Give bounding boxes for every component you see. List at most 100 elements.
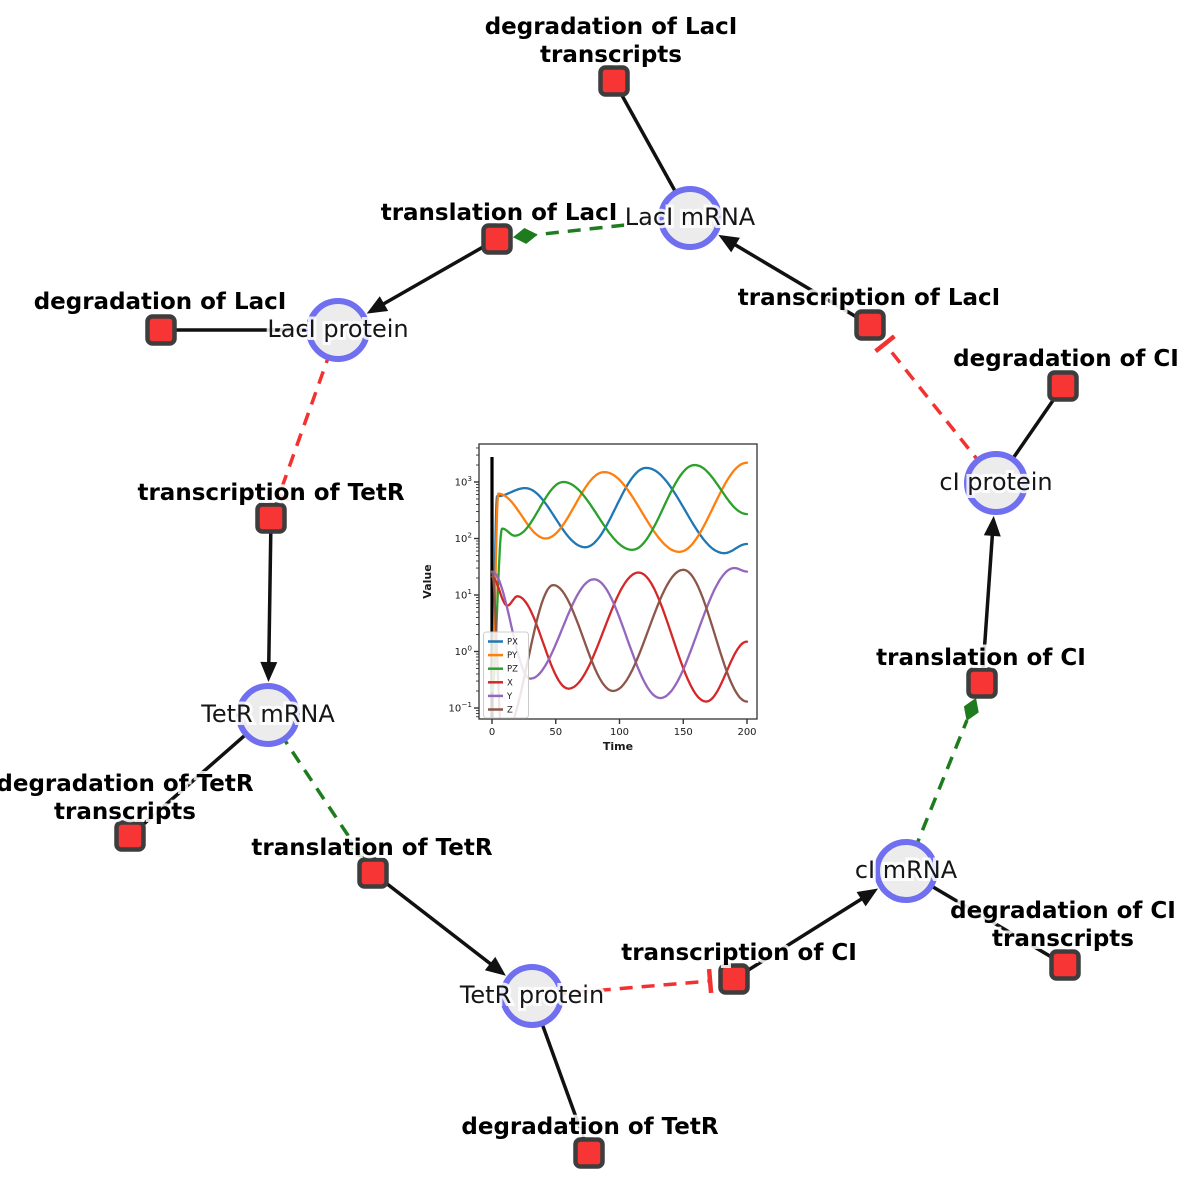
reaction-square-icon <box>1047 370 1079 402</box>
edge-transl-laci-to-laci-prot <box>366 237 498 314</box>
species-label-tetr-mrna: TetR mRNA <box>200 700 335 728</box>
x-tick-label: 100 <box>610 727 629 738</box>
reaction-label-transcr-ci: transcription of CI <box>621 940 857 966</box>
reaction-label-transl-tetr: translation of TetR <box>251 835 492 861</box>
edges-layer <box>128 80 1066 1154</box>
reaction-square-icon <box>966 667 998 699</box>
species-node-laci-mrna[interactable] <box>658 186 722 250</box>
legend-entry-PZ: PZ <box>488 665 518 675</box>
x-axis-label: Time <box>603 740 633 753</box>
reaction-square-icon <box>598 65 630 97</box>
arrowhead-icon <box>983 515 1001 537</box>
reaction-square-icon <box>573 1137 605 1169</box>
production-edge <box>732 242 871 327</box>
reaction-node-deg-tetr-tr[interactable] <box>114 820 146 852</box>
inhibition-bar-icon <box>266 489 292 502</box>
series-Z-line <box>490 568 749 719</box>
species-node-ci-prot[interactable] <box>964 451 1028 515</box>
arrowhead-icon <box>366 296 389 314</box>
reaction-node-transl-laci[interactable] <box>481 223 513 255</box>
axes-spines <box>478 443 758 720</box>
edge-transl-ci-to-ci-prot <box>980 515 1001 684</box>
legend-label-PY: PY <box>507 651 518 661</box>
reaction-square-icon <box>255 502 287 534</box>
legend-label-X: X <box>507 678 513 688</box>
reaction-label-deg-ci: degradation of CI <box>953 346 1179 372</box>
legend-entry-PY: PY <box>488 651 518 661</box>
reaction-square-icon <box>357 857 389 889</box>
reaction-square-icon <box>718 963 750 995</box>
species-circle-icon <box>658 186 722 250</box>
reaction-label-transcr-tetr: transcription of TetR <box>137 480 404 506</box>
y-tick-label: 102 <box>455 531 472 546</box>
edge-transcr-tetr-to-tetr-mrna <box>260 517 278 683</box>
reaction-label-transl-ci: translation of CI <box>876 645 1086 671</box>
legend: PX PY PZ XYZ <box>483 631 529 719</box>
species-node-tetr-prot[interactable] <box>500 964 564 1028</box>
legend-label-PZ: PZ <box>507 665 518 675</box>
reaction-node-transcr-laci[interactable] <box>854 309 886 341</box>
production-edge <box>371 871 494 967</box>
x-tick-label: 200 <box>737 727 756 738</box>
nodes-layer <box>114 65 1081 1169</box>
edge-transcr-ci-to-ci-mrna <box>733 888 879 981</box>
legend-label-PX: PX <box>507 638 518 648</box>
reaction-label-deg-tetr-tr: degradation of TetR transcripts <box>0 771 254 825</box>
species-label-ci-mrna: cI mRNA <box>855 856 958 884</box>
species-label-tetr-prot: TetR protein <box>459 981 604 1009</box>
y-tick-label: 103 <box>455 474 473 489</box>
reaction-square-icon <box>114 820 146 852</box>
reaction-node-transl-ci[interactable] <box>966 667 998 699</box>
species-node-tetr-mrna[interactable] <box>236 683 300 747</box>
species-circle-icon <box>500 964 564 1028</box>
reaction-node-deg-tetr[interactable] <box>573 1137 605 1169</box>
legend-entry-Y: Y <box>488 692 513 702</box>
y-axis-label: Value <box>421 564 434 598</box>
series-PZ-line <box>490 463 749 693</box>
reaction-square-icon <box>145 314 177 346</box>
axis-ticks: 103 102 101 100 10−1 0 50 100 150 200 <box>449 447 757 738</box>
reaction-node-deg-laci-tr[interactable] <box>598 65 630 97</box>
catalysis-diamond-icon <box>350 838 365 860</box>
species-circle-icon <box>964 451 1028 515</box>
reaction-node-deg-ci-tr[interactable] <box>1049 949 1081 981</box>
edge-transcr-laci-to-laci-mrna <box>718 234 871 327</box>
species-label-ci-prot: cI protein <box>939 468 1052 496</box>
inhibition-bar-icon <box>874 334 896 354</box>
reaction-label-deg-laci-tr: degradation of LacI transcripts <box>485 14 738 68</box>
catalysis-diamond-icon <box>512 227 538 244</box>
arrowhead-icon <box>718 234 740 253</box>
species-circle-icon <box>236 683 300 747</box>
reaction-label-deg-ci-tr: degradation of CI transcripts <box>950 898 1176 952</box>
reaction-square-icon <box>1049 949 1081 981</box>
reaction-square-icon <box>854 309 886 341</box>
reaction-node-transl-tetr[interactable] <box>357 857 389 889</box>
reaction-node-transcr-tetr[interactable] <box>255 502 287 534</box>
series-X-line <box>490 571 749 703</box>
reaction-node-deg-laci[interactable] <box>145 314 177 346</box>
species-circle-icon <box>306 298 370 362</box>
species-node-laci-prot[interactable] <box>306 298 370 362</box>
arrowhead-icon <box>484 956 506 976</box>
x-tick-label: 50 <box>549 727 562 738</box>
x-tick-label: 0 <box>489 727 495 738</box>
species-label-laci-prot: LacI protein <box>267 315 408 343</box>
arrowhead-icon <box>856 888 879 907</box>
legend-label-Y: Y <box>506 692 513 702</box>
species-label-laci-mrna: LacI mRNA <box>625 203 756 231</box>
edge-transl-tetr-to-tetr-prot <box>371 871 506 976</box>
reaction-square-icon <box>481 223 513 255</box>
reaction-node-deg-ci[interactable] <box>1047 370 1079 402</box>
reaction-label-transcr-laci: transcription of LacI <box>738 285 1001 311</box>
legend-entry-PX: PX <box>488 638 518 648</box>
production-edge <box>267 517 273 666</box>
timeseries-inset-chart: 103 102 101 100 10−1 0 50 100 150 200 Time Value PX P… <box>415 430 775 770</box>
species-node-ci-mrna[interactable] <box>874 839 938 903</box>
reaction-node-transcr-ci[interactable] <box>718 963 750 995</box>
y-tick-label: 101 <box>455 587 472 602</box>
series-layer <box>490 457 749 719</box>
legend-entry-X: X <box>488 678 513 688</box>
inhibition-bar-icon <box>706 968 714 994</box>
